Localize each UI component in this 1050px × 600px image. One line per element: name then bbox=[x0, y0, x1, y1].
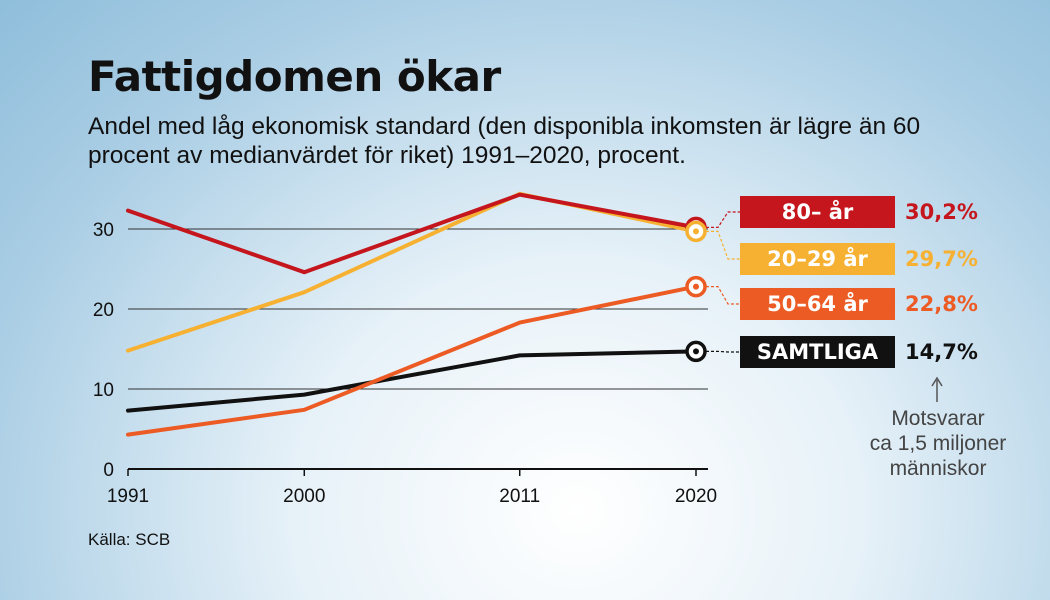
x-tick-label: 2000 bbox=[283, 486, 325, 507]
y-tick-label: 10 bbox=[93, 380, 114, 401]
series-value-label: 30,2% bbox=[905, 200, 978, 224]
series-line bbox=[126, 192, 698, 275]
y-tick-label: 30 bbox=[93, 220, 114, 241]
source-note: Källa: SCB bbox=[88, 530, 171, 549]
x-axis-ticks: 1991 2000 2011 2020 bbox=[107, 469, 717, 507]
end-markers bbox=[685, 216, 707, 363]
chart-subtitle: Andel med låg ekonomisk standard (den di… bbox=[88, 113, 921, 169]
note-arrow bbox=[931, 376, 943, 402]
series-label: 80– år bbox=[740, 196, 895, 228]
grid-lines bbox=[128, 228, 708, 470]
end-marker-dot bbox=[693, 348, 699, 355]
series-value-label: 14,7% bbox=[905, 340, 978, 364]
label-leaders bbox=[706, 211, 740, 353]
series-label: 50–64 år bbox=[740, 288, 895, 320]
note: Motsvarar ca 1,5 miljoner människor bbox=[848, 406, 1028, 481]
x-tick-label: 2020 bbox=[675, 486, 717, 507]
series-value-label: 29,7% bbox=[905, 247, 978, 271]
y-axis-ticks: 0 10 20 30 bbox=[93, 220, 114, 481]
series-lines bbox=[126, 191, 698, 437]
note-line: människor bbox=[889, 457, 987, 480]
note-line: Motsvarar bbox=[891, 407, 985, 430]
series-label: 20–29 år bbox=[740, 243, 895, 275]
series-line bbox=[126, 191, 698, 353]
series-label: SAMTLIGA bbox=[740, 336, 895, 368]
label-leader bbox=[706, 230, 740, 260]
end-marker-dot bbox=[693, 283, 699, 290]
note-line: ca 1,5 miljoner bbox=[869, 432, 1007, 455]
series-line bbox=[126, 349, 698, 413]
series-line bbox=[126, 284, 698, 437]
label-leader bbox=[706, 286, 740, 305]
x-tick-label: 1991 bbox=[107, 486, 149, 507]
y-tick-label: 20 bbox=[93, 300, 114, 321]
series-value-label: 22,8% bbox=[905, 292, 978, 316]
label-leader bbox=[706, 350, 740, 353]
x-tick-label: 2011 bbox=[499, 486, 540, 507]
end-marker-dot bbox=[693, 228, 699, 235]
y-tick-label: 0 bbox=[103, 460, 114, 481]
label-leader bbox=[706, 211, 740, 228]
chart-title: Fattigdomen ökar bbox=[88, 52, 501, 101]
